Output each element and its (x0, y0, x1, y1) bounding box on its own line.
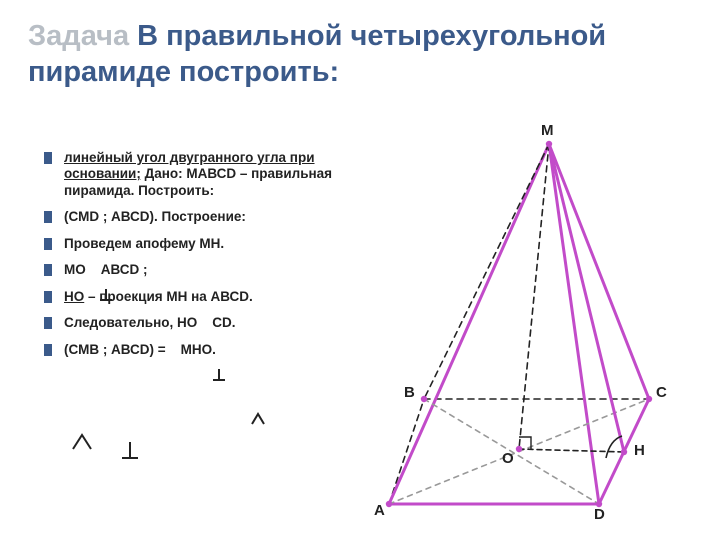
bullet-item: линейный угол двугранного угла при основ… (44, 150, 334, 199)
title-word1: Задача (28, 20, 129, 52)
vertex-label-O: O (502, 450, 514, 467)
angle-icon (70, 432, 94, 452)
bullet-item: Следовательно, НО СD. (44, 315, 334, 331)
pyramid-svg (344, 124, 704, 524)
bullet-item: (СМD ; АВСD). Построение: (44, 209, 334, 225)
perpendicular-icon (99, 288, 113, 302)
vertex-label-C: C (656, 384, 667, 401)
bullet-list: линейный угол двугранного угла при основ… (44, 150, 334, 368)
bullet-item: НО – проекция МН на АВСD. (44, 289, 334, 305)
bullet-item: МО АВСD ; (44, 262, 334, 278)
vertex-label-H: H (634, 442, 645, 459)
pyramid-figure: M A B C D O H (344, 124, 704, 524)
vertex-label-B: B (404, 384, 415, 401)
vertex-label-M: M (541, 122, 554, 139)
title-colon: : (330, 56, 340, 88)
slide-title: Задача В правильной четырехугольной пира… (0, 0, 720, 97)
bullet-item: (СМВ ; АВСD) = МНО. (44, 342, 334, 358)
bullet-item: Проведем апофему МН. (44, 236, 334, 252)
perpendicular-icon (120, 440, 140, 462)
perpendicular-icon (212, 368, 226, 382)
vertex-label-D: D (594, 506, 605, 523)
angle-icon (250, 412, 266, 426)
vertex-label-A: A (374, 502, 385, 519)
